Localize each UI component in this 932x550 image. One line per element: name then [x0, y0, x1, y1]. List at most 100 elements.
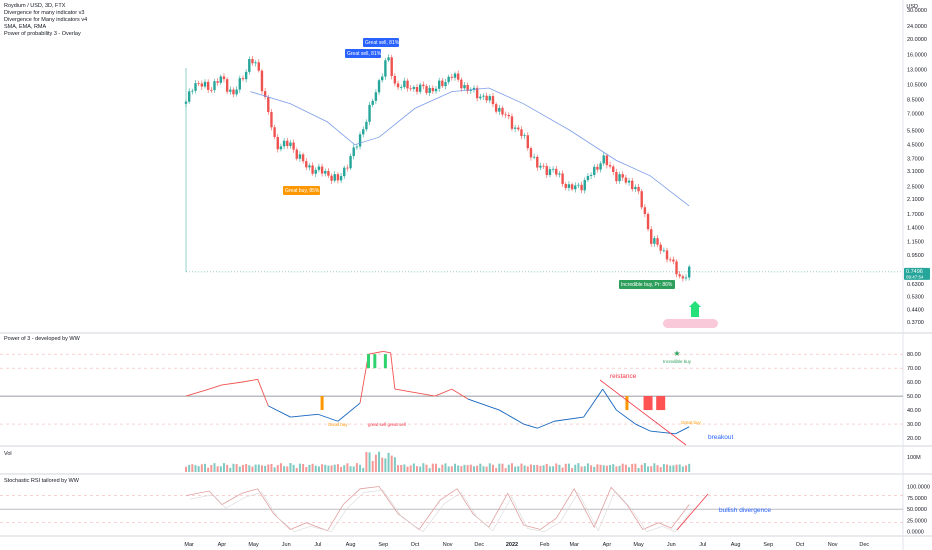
sma-path	[250, 87, 690, 207]
symbol-title[interactable]: Roydium / USD, 3D, FTX	[4, 3, 66, 9]
volume-bar	[479, 463, 482, 472]
time-tick-label: Dec	[859, 542, 869, 548]
volume-bar	[675, 464, 678, 472]
candle-body	[311, 165, 314, 174]
price-pane[interactable]	[184, 54, 691, 282]
volume-bar	[612, 464, 615, 472]
great-sell-label: Great sell, 81%	[347, 51, 382, 57]
candle-body	[238, 78, 241, 90]
candle-body	[545, 166, 548, 176]
vol-pane-title[interactable]: Vol	[4, 451, 12, 457]
candle-body	[684, 277, 688, 279]
volume-bar	[498, 463, 501, 472]
stoch-pane-title[interactable]: Stochastic RSI tailored by WW	[4, 478, 79, 484]
power-pane[interactable]: 80.00 70.00 60.00 50.00 40.00 30.00 20.00	[0, 350, 921, 442]
candle-body	[570, 184, 574, 190]
volume-bar	[355, 463, 358, 472]
volume-bar	[267, 464, 270, 472]
candle-body	[374, 92, 378, 101]
volume-bar	[305, 467, 308, 472]
candle-body	[656, 238, 659, 245]
volume-bar	[273, 467, 276, 472]
price-tick-label: 1.4000	[907, 226, 924, 232]
power-line-segment	[383, 350, 391, 354]
candle-body	[437, 80, 441, 89]
countdown-label: 09:47:54	[906, 274, 924, 279]
time-tick-label: 2022	[506, 542, 518, 548]
indicator-label[interactable]: Divergence for Many indicators v4	[4, 17, 88, 23]
power-line-segment	[467, 398, 500, 411]
power-line-segment	[268, 405, 291, 418]
volume-bar	[343, 465, 346, 472]
time-tick-label: Jun	[282, 542, 291, 548]
candle-body	[526, 135, 529, 149]
candle-body	[520, 129, 523, 137]
volume-bar	[374, 454, 377, 472]
candle-body	[589, 174, 593, 176]
volume-bar	[207, 467, 210, 472]
volume-bar	[235, 464, 238, 472]
volume-bar	[666, 464, 669, 472]
volume-bar	[210, 464, 213, 472]
price-tick-label: 0.4400	[907, 308, 924, 314]
volume-bar	[533, 465, 536, 472]
stoch-rsi-pane[interactable]: 100.0000 75.0000 50.0000 25.0000 0.0000	[0, 485, 930, 536]
power-signal-bar	[643, 396, 653, 411]
volume-bar	[624, 464, 627, 472]
great-buy-label: Great buy, 85%	[285, 188, 320, 194]
candle-body	[456, 73, 460, 80]
candle-body	[460, 79, 463, 89]
volume-bar	[352, 466, 355, 472]
volume-bar	[590, 465, 593, 472]
candle-body	[517, 127, 520, 130]
candle-body	[574, 185, 577, 190]
candle-body	[298, 154, 302, 159]
candle-body	[567, 184, 571, 188]
candle-body	[532, 156, 536, 158]
volume-bar	[289, 463, 292, 472]
volume-bar	[621, 463, 624, 472]
power-line-segment	[221, 381, 242, 386]
stoch-tick-label: 100.0000	[907, 485, 930, 491]
volume-bar	[298, 463, 301, 472]
candle-body	[434, 88, 438, 92]
candle-body	[371, 100, 374, 105]
power-line-segment	[185, 388, 210, 397]
indicator-label[interactable]: Power of probability 3 - Overlay	[4, 31, 81, 37]
price-tick-label: 0.5300	[907, 294, 924, 300]
great-buy-small: Great buy	[681, 420, 702, 425]
candle-body	[213, 81, 216, 91]
volume-bar	[229, 467, 232, 472]
time-tick-label: Apr	[218, 542, 227, 548]
indicator-label[interactable]: Divergence for many indicator v3	[4, 10, 85, 16]
candle-body	[494, 104, 498, 112]
volume-bar	[286, 466, 289, 472]
volume-bar	[419, 466, 422, 472]
candle-body	[548, 169, 552, 176]
volume-bar	[574, 464, 577, 472]
volume-bar	[485, 466, 488, 472]
power-line-segment	[257, 379, 269, 407]
volume-bar	[403, 464, 406, 472]
power-line-segment	[554, 416, 584, 422]
resistance-label: reistance	[610, 373, 637, 380]
power-pane-title[interactable]: Power of 3 - developed by WW	[4, 336, 80, 342]
last-price-label: 0.7496	[906, 269, 923, 275]
volume-bar	[327, 465, 330, 472]
volume-bar	[466, 465, 469, 472]
volume-bar	[577, 463, 580, 472]
volume-pane[interactable]: 100M	[185, 451, 921, 472]
volume-bar	[397, 465, 400, 472]
indicator-label[interactable]: SMA, EMA, RMA	[4, 24, 47, 30]
candle-body	[650, 229, 653, 244]
volume-bar	[688, 463, 691, 472]
price-tick-label: 4.5000	[907, 143, 924, 149]
candle-body	[621, 174, 624, 178]
candle-body	[593, 166, 596, 175]
price-tick-label: 24.0000	[907, 24, 927, 30]
candle-body	[254, 62, 257, 64]
candle-body	[501, 107, 504, 115]
candle-body	[447, 76, 450, 83]
volume-bar	[555, 463, 558, 472]
